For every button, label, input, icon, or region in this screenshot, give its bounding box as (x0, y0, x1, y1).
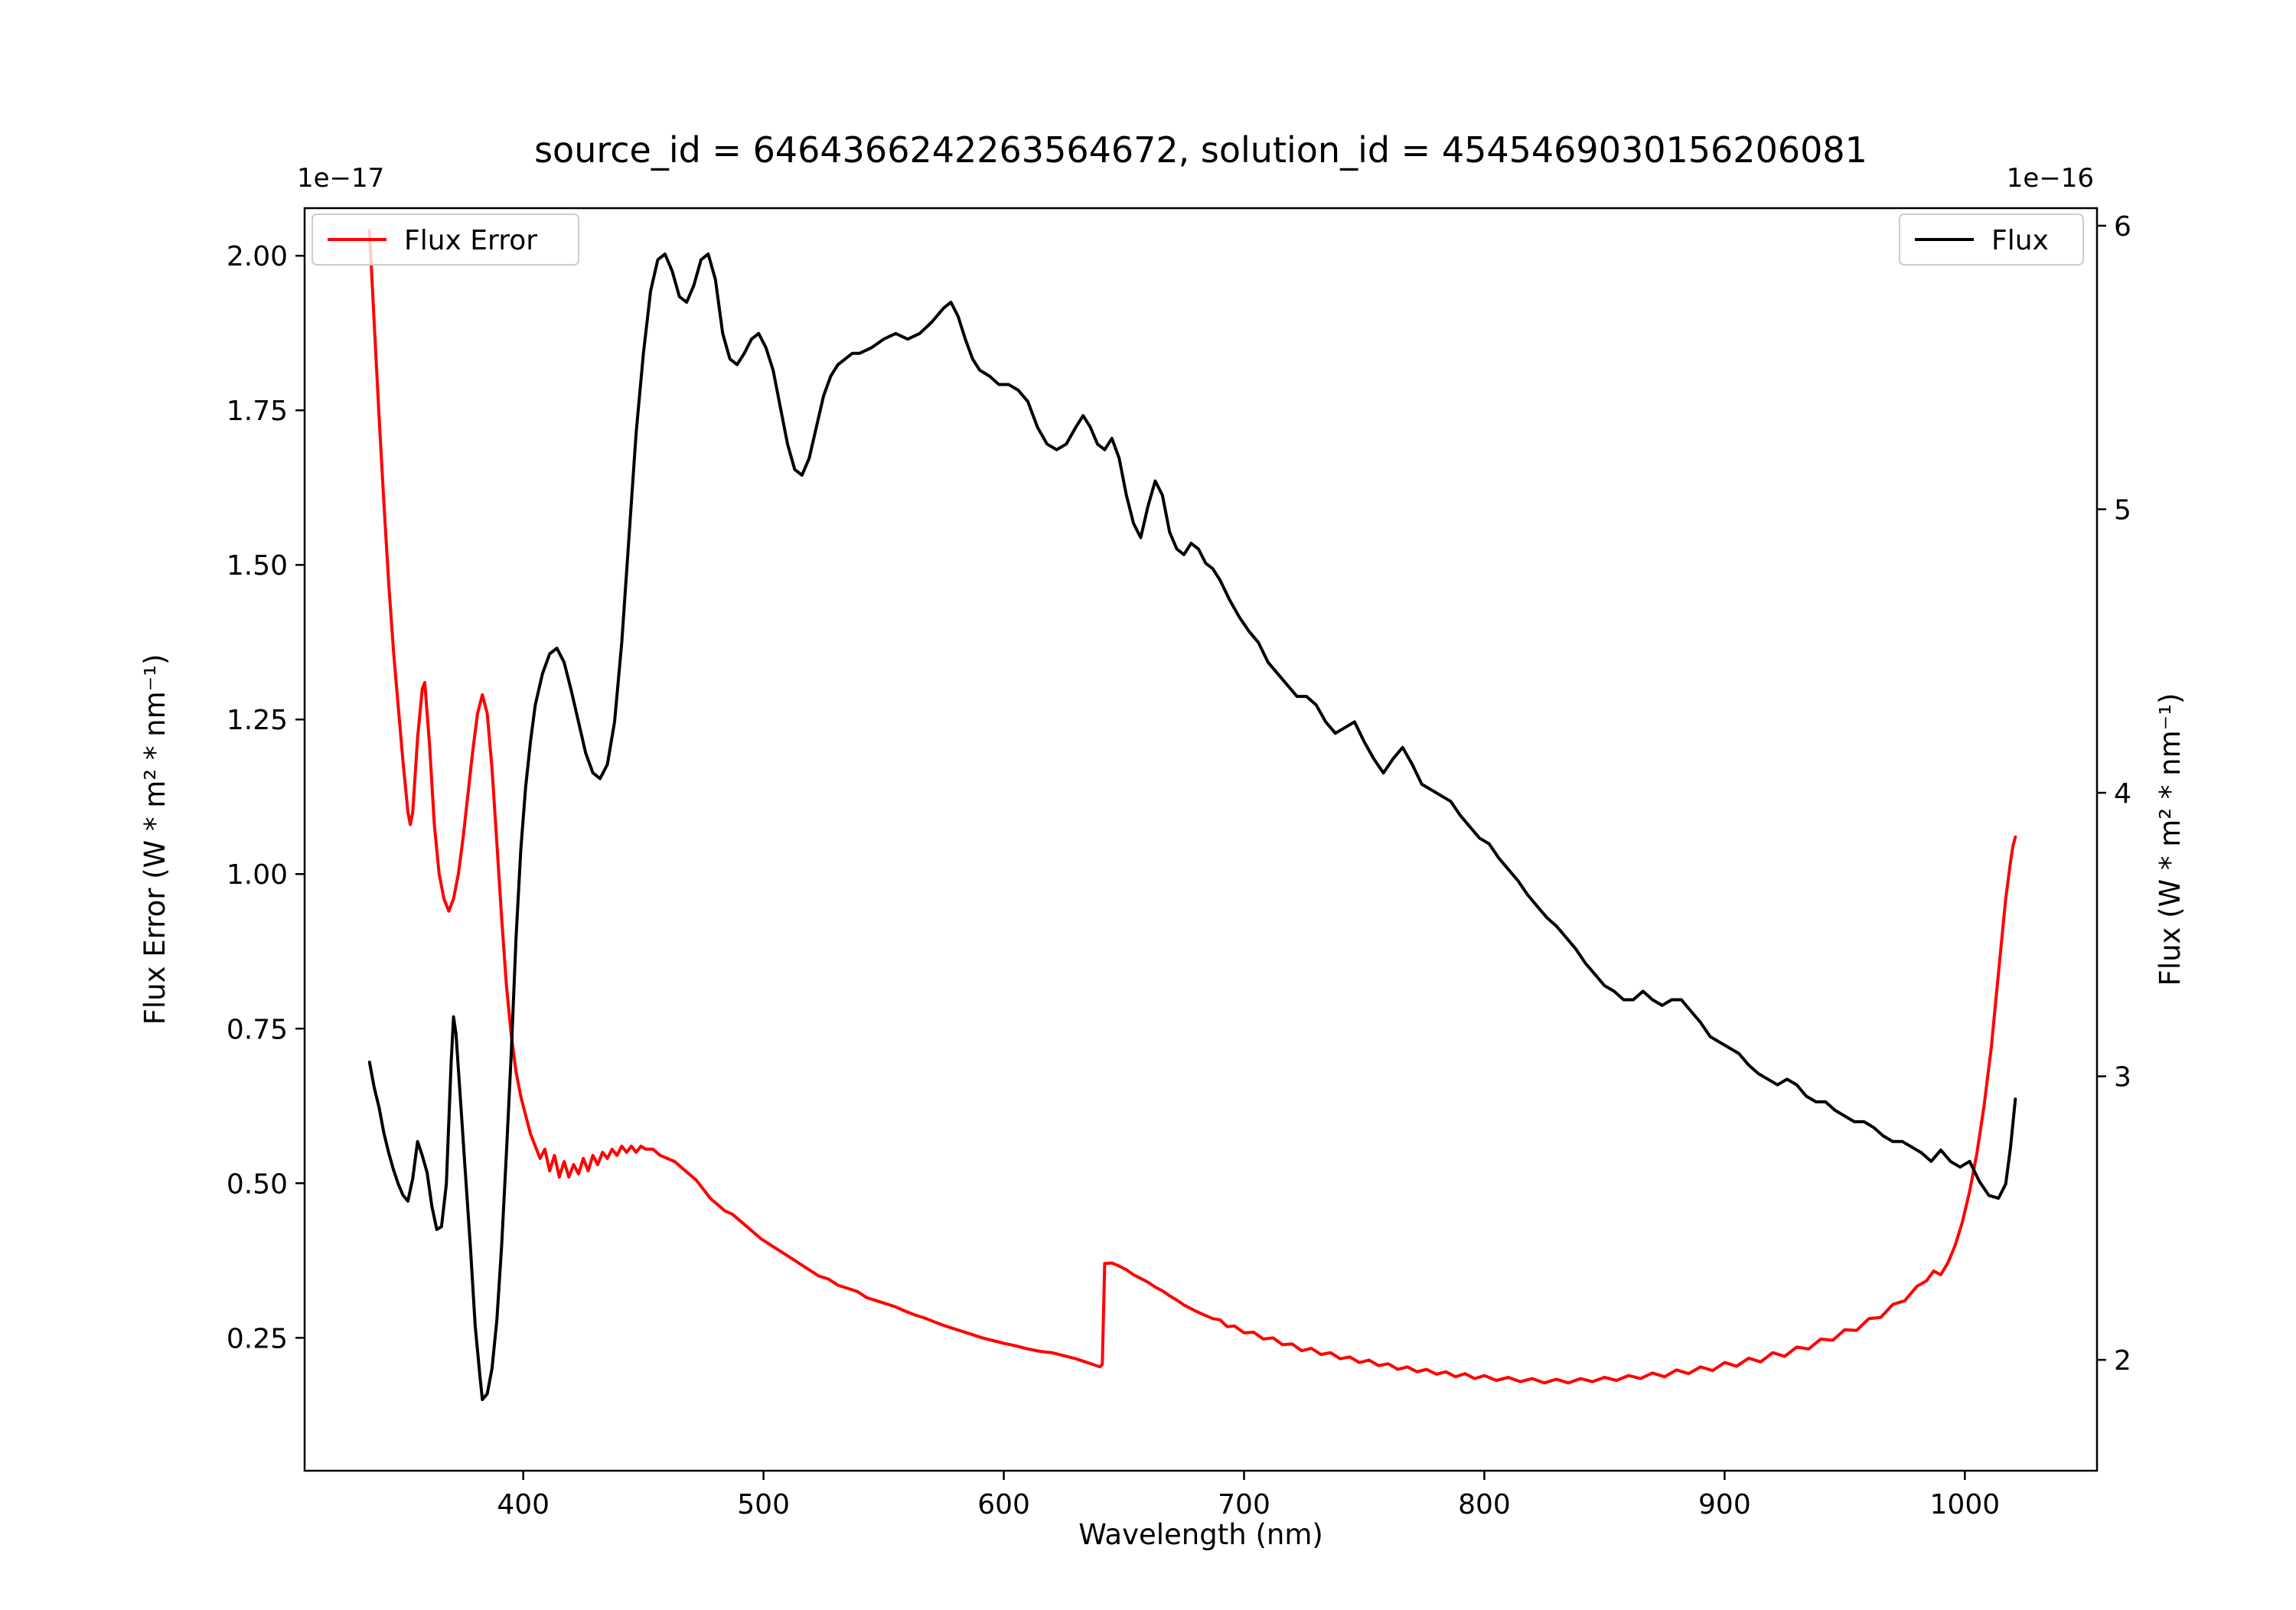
left-y-tick-label: 2.00 (227, 241, 288, 272)
x-tick-label: 600 (977, 1489, 1030, 1520)
right-y-tick-label: 4 (2114, 778, 2131, 810)
left-y-tick-label: 0.25 (227, 1323, 288, 1354)
left-y-tick-label: 1.00 (227, 859, 288, 891)
left-y-tick-label: 1.75 (227, 396, 288, 427)
flux_error-line (367, 229, 2017, 1385)
right-y-tick-label: 6 (2114, 211, 2131, 243)
legend-flux-label: Flux (1991, 225, 2049, 256)
axes-spines (303, 207, 2099, 1472)
x-tick-label: 800 (1458, 1489, 1511, 1520)
legend-flux-error[interactable]: Flux Error (311, 213, 579, 266)
right-axis-label: Flux (W * m² * nm⁻¹) (2154, 693, 2187, 986)
x-tick-label: 700 (1218, 1489, 1270, 1520)
chart-title: source_id = 6464366242263564672, solutio… (534, 129, 1867, 171)
right-y-tick-label: 5 (2114, 495, 2131, 526)
plot-area: 400 500 600 700 800 900 1000 0.25 0.50 0.75 1.00 1.… (227, 207, 2131, 1520)
left-y-tick-label: 0.75 (227, 1014, 288, 1045)
legend-flux-error-label: Flux Error (404, 225, 537, 256)
x-tick-label: 1000 (1930, 1489, 2001, 1520)
x-axis-label: Wavelength (nm) (1078, 1518, 1323, 1551)
flux-line (367, 253, 2017, 1401)
left-y-tick-label: 0.50 (227, 1168, 288, 1200)
x-tick-label: 400 (497, 1489, 550, 1520)
left-y-tick-label: 1.50 (227, 550, 288, 582)
left-axis-label: Flux Error (W * m² * nm⁻¹) (139, 654, 171, 1025)
right-axis-offset: 1e−16 (2007, 163, 2094, 194)
x-tick-label: 900 (1698, 1489, 1751, 1520)
legend-flux-error-frame (311, 213, 579, 266)
right-y-tick-label: 2 (2114, 1345, 2131, 1377)
legend-flux-frame (1899, 213, 2084, 266)
x-tick-label: 500 (737, 1489, 790, 1520)
right-y-tick-label: 3 (2114, 1062, 2131, 1093)
legend-flux[interactable]: Flux (1899, 213, 2084, 266)
left-y-tick-label: 1.25 (227, 705, 288, 736)
left-axis-offset: 1e−17 (297, 163, 384, 194)
